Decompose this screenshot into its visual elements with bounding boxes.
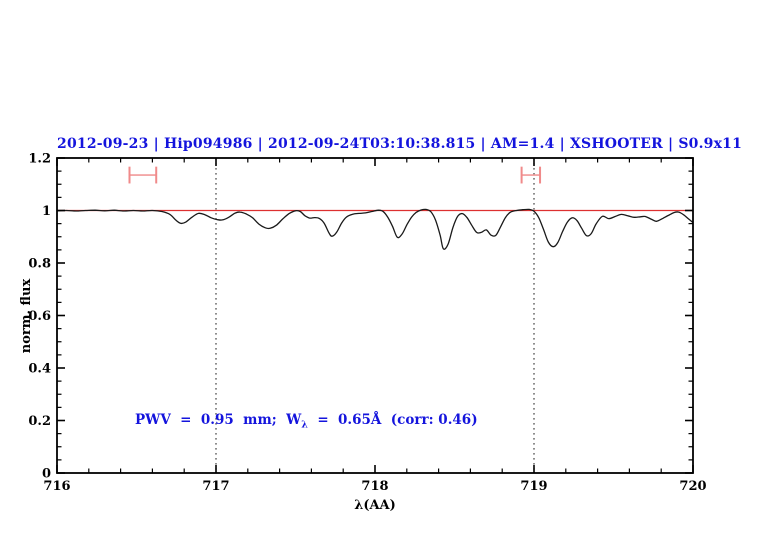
y-tick-label: 0.4	[28, 362, 51, 377]
pwv-annotation-part2: = 0.65Å (corr: 0.46)	[307, 412, 478, 428]
band-marker	[520, 166, 542, 184]
y-tick-label: 0.8	[28, 257, 51, 272]
plot-title: 2012-09-23 | Hip094986 | 2012-09-24T03:1…	[57, 136, 743, 152]
pwv-annotation: PWV = 0.95 mm; Wλ = 0.65Å (corr: 0.46)	[135, 412, 478, 431]
x-tick-label: 719	[520, 479, 547, 494]
y-axis-ticks: 0 0.2 0.4 0.6 0.8 1 1.2	[28, 152, 693, 482]
y-tick-label: 0.6	[28, 309, 51, 324]
pwv-annotation-part1: PWV = 0.95 mm; W	[135, 412, 302, 428]
y-tick-label: 1	[42, 204, 51, 219]
y-tick-label: 0.2	[28, 414, 51, 429]
y-axis-label: norm. flux	[19, 279, 34, 354]
x-tick-label: 718	[361, 479, 388, 494]
x-tick-label: 720	[679, 479, 706, 494]
y-tick-label: 0	[42, 467, 51, 482]
x-axis-ticks: 716 717 718 719 720	[43, 158, 707, 494]
y-tick-label: 1.2	[28, 152, 51, 167]
pwv-annotation-lambda-sub: λ	[301, 419, 308, 431]
spectrum-line	[56, 208, 694, 250]
spectrum-curve	[56, 208, 694, 250]
band-markers	[128, 166, 542, 184]
band-marker	[128, 166, 158, 184]
x-tick-label: 717	[202, 479, 229, 494]
x-axis-label: λ(AA)	[354, 498, 396, 513]
x-tick-label: 716	[43, 479, 70, 494]
